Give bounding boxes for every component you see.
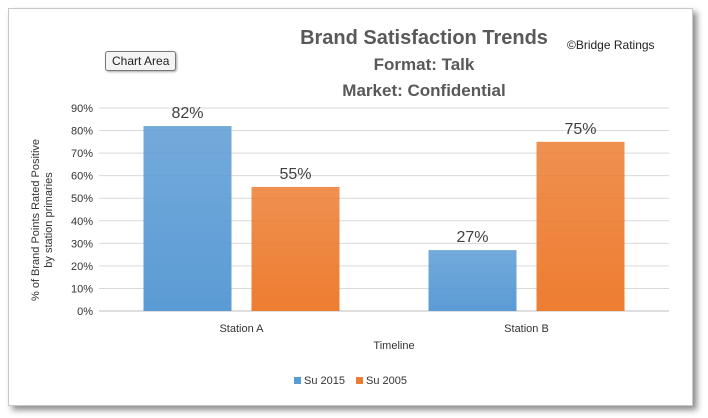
x-tick-label-station-a: Station A bbox=[219, 323, 264, 335]
data-label-su-2015-station-b: 27% bbox=[456, 229, 488, 246]
y-tick-label-7: 70% bbox=[71, 148, 93, 160]
legend-item-su-2005[interactable]: Su 2005 bbox=[356, 375, 407, 387]
bar-su-2015-station-a bbox=[143, 126, 232, 312]
legend: Su 2015 Su 2005 bbox=[9, 375, 692, 387]
y-tick-label-4: 40% bbox=[71, 216, 93, 228]
x-axis-title: Timeline bbox=[373, 340, 415, 352]
legend-swatch-su-2015 bbox=[293, 377, 301, 384]
y-tick-label-0: 0% bbox=[77, 306, 93, 318]
chart-frame: Brand Satisfaction Trends Format: Talk M… bbox=[8, 8, 693, 406]
chart-area-tooltip: Chart Area bbox=[105, 51, 177, 71]
legend-label-su-2005: Su 2005 bbox=[366, 375, 408, 387]
data-label-su-2005-station-b: 75% bbox=[564, 121, 596, 138]
bar-su-2015-station-b bbox=[428, 250, 517, 311]
bar-su-2005-station-a bbox=[251, 186, 340, 311]
data-label-su-2005-station-a: 55% bbox=[279, 166, 311, 183]
copyright-text: ©Bridge Ratings bbox=[567, 38, 655, 52]
y-tick-label-3: 30% bbox=[71, 238, 93, 250]
chart-subtitle-format: Format: Talk bbox=[373, 55, 475, 74]
bar-chart: 0% 10% 20% 30% 40% 50% 60% 70% 80% 90% 82% 55% Stati… bbox=[71, 103, 669, 335]
y-tick-label-9: 90% bbox=[71, 103, 93, 115]
y-tick-label-2: 20% bbox=[71, 261, 93, 273]
y-tick-label-5: 50% bbox=[71, 193, 93, 205]
legend-swatch-su-2005 bbox=[356, 377, 364, 384]
bar-su-2005-station-b bbox=[536, 141, 625, 311]
legend-label-su-2015: Su 2015 bbox=[303, 375, 345, 387]
chart-subtitle-market: Market: Confidential bbox=[342, 81, 506, 100]
legend-item-su-2015[interactable]: Su 2015 bbox=[293, 375, 345, 387]
data-label-su-2015-station-a: 82% bbox=[171, 105, 203, 122]
x-tick-label-station-b: Station B bbox=[504, 323, 549, 335]
y-tick-label-8: 80% bbox=[71, 126, 93, 138]
y-tick-label-6: 60% bbox=[71, 171, 93, 183]
chart-title: Brand Satisfaction Trends bbox=[300, 27, 548, 49]
y-tick-label-1: 10% bbox=[71, 283, 93, 295]
